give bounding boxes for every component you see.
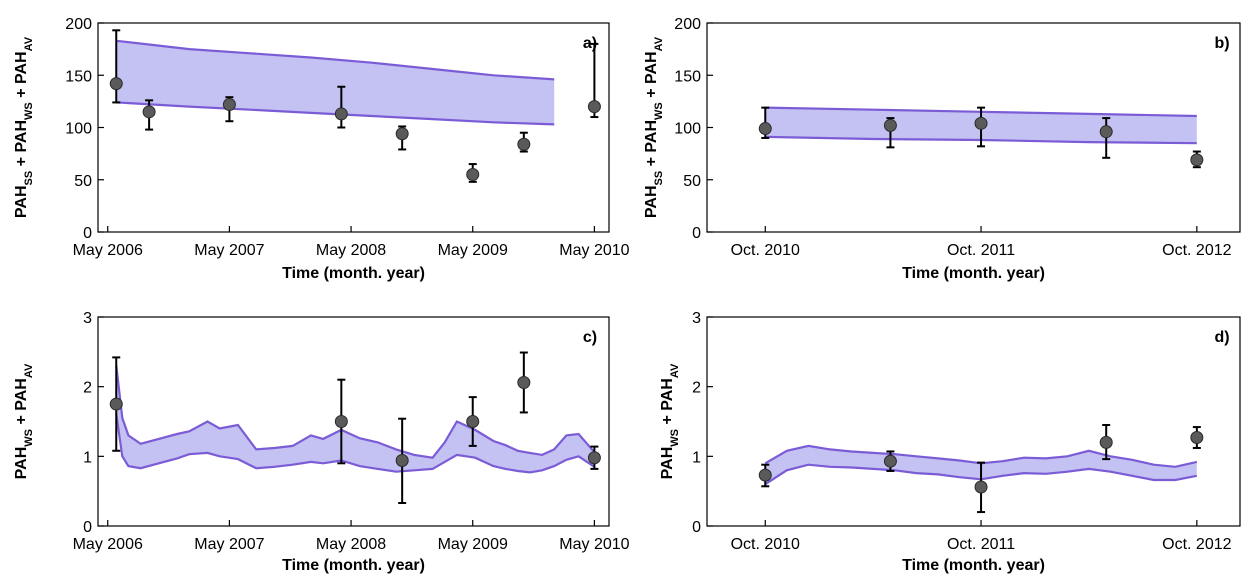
- y-tick-label: 0: [83, 225, 92, 242]
- y-tick-label: 50: [74, 173, 92, 190]
- data-point: [395, 454, 409, 468]
- y-tick-label: 2: [83, 380, 92, 397]
- panel-3: 0 1 2 3 Oct. 2010 Oct. 2011 Oct. 2012 Time (mon…: [659, 310, 1241, 574]
- data-point: [517, 375, 531, 389]
- data-point: [758, 122, 772, 136]
- data-point: [222, 98, 236, 112]
- y-axis-label: PAHWS + PAHAV: [659, 363, 681, 479]
- y-axis-label: PAHSS + PAHWS + PAHAV: [13, 36, 35, 218]
- data-point: [974, 480, 988, 494]
- panel-0: 0 50 100 150 200 May 2006 May 2007 May 2008 May …: [13, 16, 630, 282]
- y-tick-label: 0: [692, 225, 701, 242]
- x-tick-label: May 2009: [438, 536, 508, 553]
- x-tick-label: May 2006: [73, 242, 143, 259]
- data-point: [334, 415, 348, 428]
- x-tick-label: May 2006: [73, 536, 143, 553]
- data-point: [109, 397, 123, 411]
- y-tick-label: 1: [83, 449, 92, 466]
- x-axis-label: Time (month. year): [282, 265, 425, 282]
- y-tick-label: 100: [674, 121, 701, 138]
- data-point: [109, 77, 123, 91]
- data-point: [517, 137, 531, 151]
- data-point: [587, 100, 601, 114]
- x-tick-label: Oct. 2010: [731, 242, 800, 259]
- data-point: [883, 454, 897, 468]
- x-tick-label: May 2007: [194, 536, 264, 553]
- band-upper-line: [116, 39, 555, 81]
- data-point: [587, 451, 601, 465]
- panel-2: 0 1 2 3 May 2006 May 2007 May 2008 May 2009 May …: [13, 310, 630, 574]
- x-axis-label: Time (month. year): [902, 265, 1045, 282]
- data-point: [1190, 153, 1204, 167]
- x-axis-label: Time (month. year): [902, 557, 1045, 574]
- x-tick-label: Oct. 2011: [947, 242, 1015, 259]
- plot-frame: [706, 316, 1241, 527]
- x-axis-label: Time (month. year): [282, 557, 425, 574]
- panel-1: 0 50 100 150 200 Oct. 2010 Oct. 2011 Oct. 2012 T…: [643, 16, 1241, 282]
- data-point: [395, 127, 409, 141]
- x-tick-label: Oct. 2012: [1162, 242, 1231, 259]
- x-tick-label: Oct. 2011: [947, 536, 1015, 553]
- y-tick-label: 1: [692, 449, 701, 466]
- x-tick-label: Oct. 2010: [731, 536, 800, 553]
- data-point: [974, 116, 988, 130]
- y-tick-label: 100: [65, 121, 92, 138]
- x-tick-label: May 2008: [316, 242, 386, 259]
- plot-frame: [97, 316, 610, 527]
- data-point: [466, 168, 480, 182]
- data-point: [142, 105, 156, 119]
- data-point: [883, 118, 897, 132]
- data-point: [1099, 435, 1113, 449]
- x-tick-label: May 2007: [194, 242, 264, 259]
- band-lower-line: [115, 414, 596, 474]
- y-tick-label: 150: [674, 68, 701, 85]
- panel-label: d): [1214, 329, 1229, 346]
- data-point: [1190, 431, 1204, 445]
- y-tick-label: 150: [65, 68, 92, 85]
- y-axis-label: PAHSS + PAHWS + PAHAV: [643, 36, 665, 218]
- x-tick-label: Oct. 2012: [1162, 536, 1231, 553]
- y-tick-label: 2: [692, 380, 701, 397]
- y-tick-label: 200: [65, 16, 92, 33]
- x-tick-label: May 2009: [438, 242, 508, 259]
- panel-label: c): [583, 329, 597, 346]
- y-tick-label: 200: [674, 16, 701, 33]
- data-point: [334, 107, 348, 121]
- y-tick-label: 0: [83, 519, 92, 536]
- data-point: [466, 415, 480, 428]
- y-tick-label: 3: [83, 310, 92, 327]
- data-point: [1099, 125, 1113, 139]
- x-tick-label: May 2008: [316, 536, 386, 553]
- y-tick-label: 3: [692, 310, 701, 327]
- band-upper-line: [115, 365, 596, 459]
- y-tick-label: 0: [692, 519, 701, 536]
- y-axis-label: PAHWS + PAHAV: [13, 363, 35, 479]
- x-tick-label: May 2010: [559, 242, 629, 259]
- data-point: [758, 468, 772, 482]
- y-tick-label: 50: [683, 173, 701, 190]
- x-tick-label: May 2010: [559, 536, 629, 553]
- panel-label: b): [1214, 35, 1229, 52]
